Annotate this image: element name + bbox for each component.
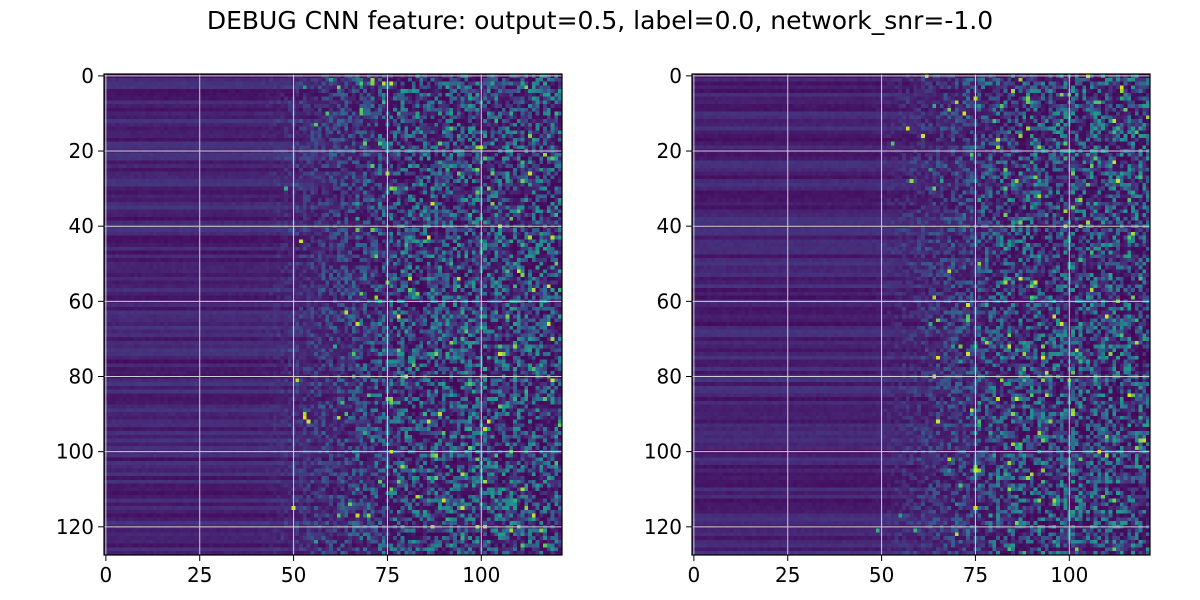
heatmap-image <box>104 74 562 555</box>
x-tick-label: 75 <box>375 563 400 587</box>
grid-lines <box>104 74 562 555</box>
figure-title: DEBUG CNN feature: output=0.5, label=0.0… <box>206 6 994 35</box>
x-tick-label: 50 <box>281 563 306 587</box>
y-tick-label: 120 <box>56 515 94 539</box>
x-tick-label: 100 <box>462 563 500 587</box>
y-tick-label: 20 <box>69 139 94 163</box>
y-tick-label: 40 <box>69 214 94 238</box>
y-tick-label: 80 <box>69 365 94 389</box>
x-tick-label: 0 <box>100 563 113 587</box>
y-tick-label: 60 <box>69 289 94 313</box>
axes-frame <box>103 73 563 556</box>
y-tick-label: 100 <box>56 440 94 464</box>
y-tick-label: 0 <box>81 64 94 88</box>
x-tick-label: 25 <box>187 563 212 587</box>
